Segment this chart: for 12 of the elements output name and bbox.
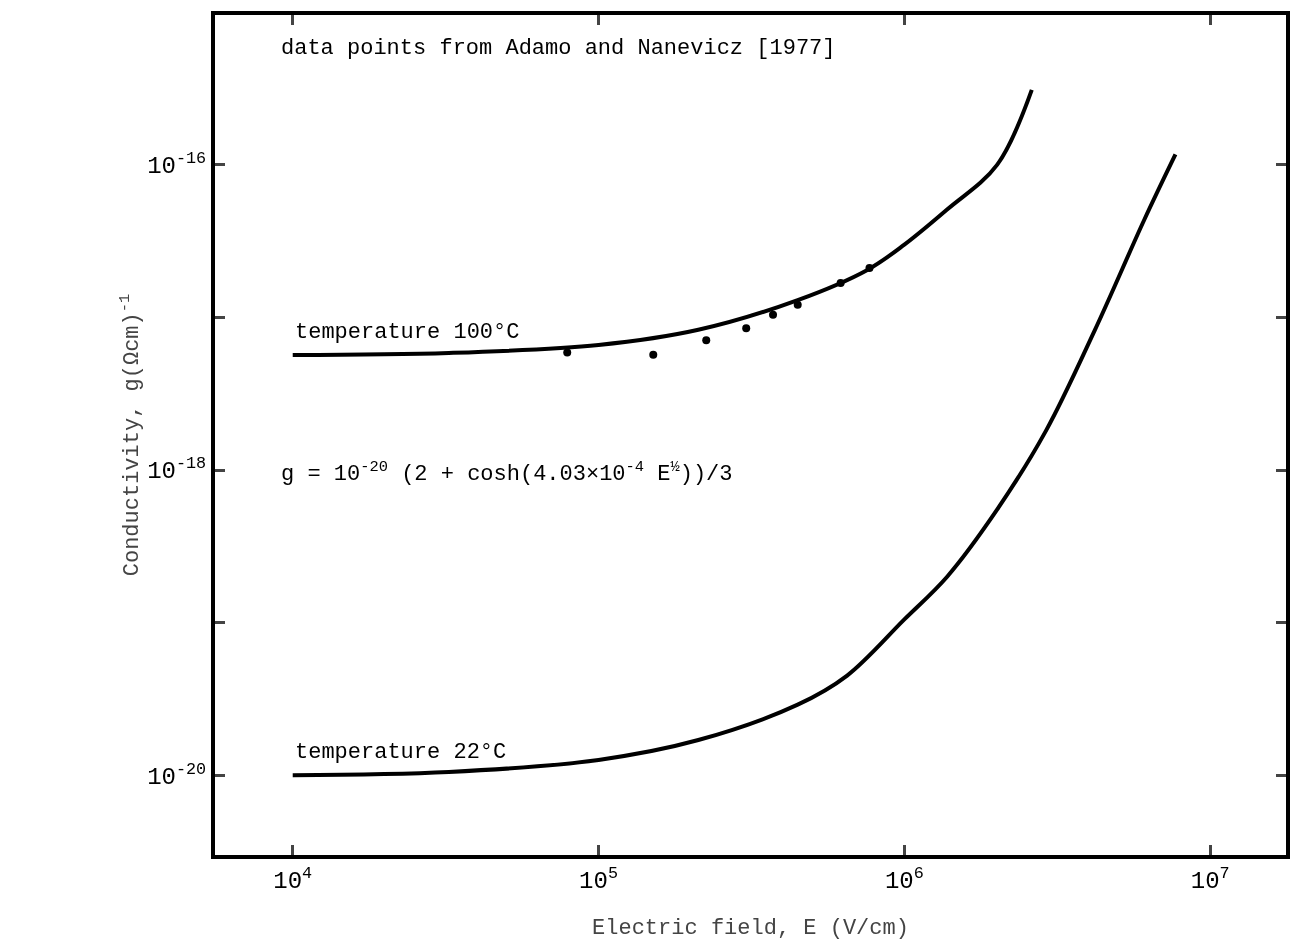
series-label: temperature 22°C xyxy=(295,740,507,765)
series-label: temperature 100°C xyxy=(295,320,520,345)
x-tick-label: 10$^{7}$ xyxy=(1190,863,1230,895)
annotation: data points from Adamo and Nanevicz [1977] xyxy=(281,36,836,61)
x-tick-label: 10$^{5}$ xyxy=(579,863,618,895)
x-tick-label: 10$^{4}$ xyxy=(273,863,313,895)
x-axis-title: Electric field, E (V/cm) xyxy=(592,916,909,941)
y-tick-label: 10$^{-16}$ xyxy=(147,149,207,181)
y-tick-label: 10$^{-18}$ xyxy=(147,454,207,486)
x-tick-label: 10$^{6}$ xyxy=(884,863,924,895)
annotation: g = 10$^{-20}$ (2 + cosh(4.03×10$^{-4}$ E$^{½}$))/3 xyxy=(281,458,733,488)
y-tick-label: 10$^{-20}$ xyxy=(147,759,207,791)
